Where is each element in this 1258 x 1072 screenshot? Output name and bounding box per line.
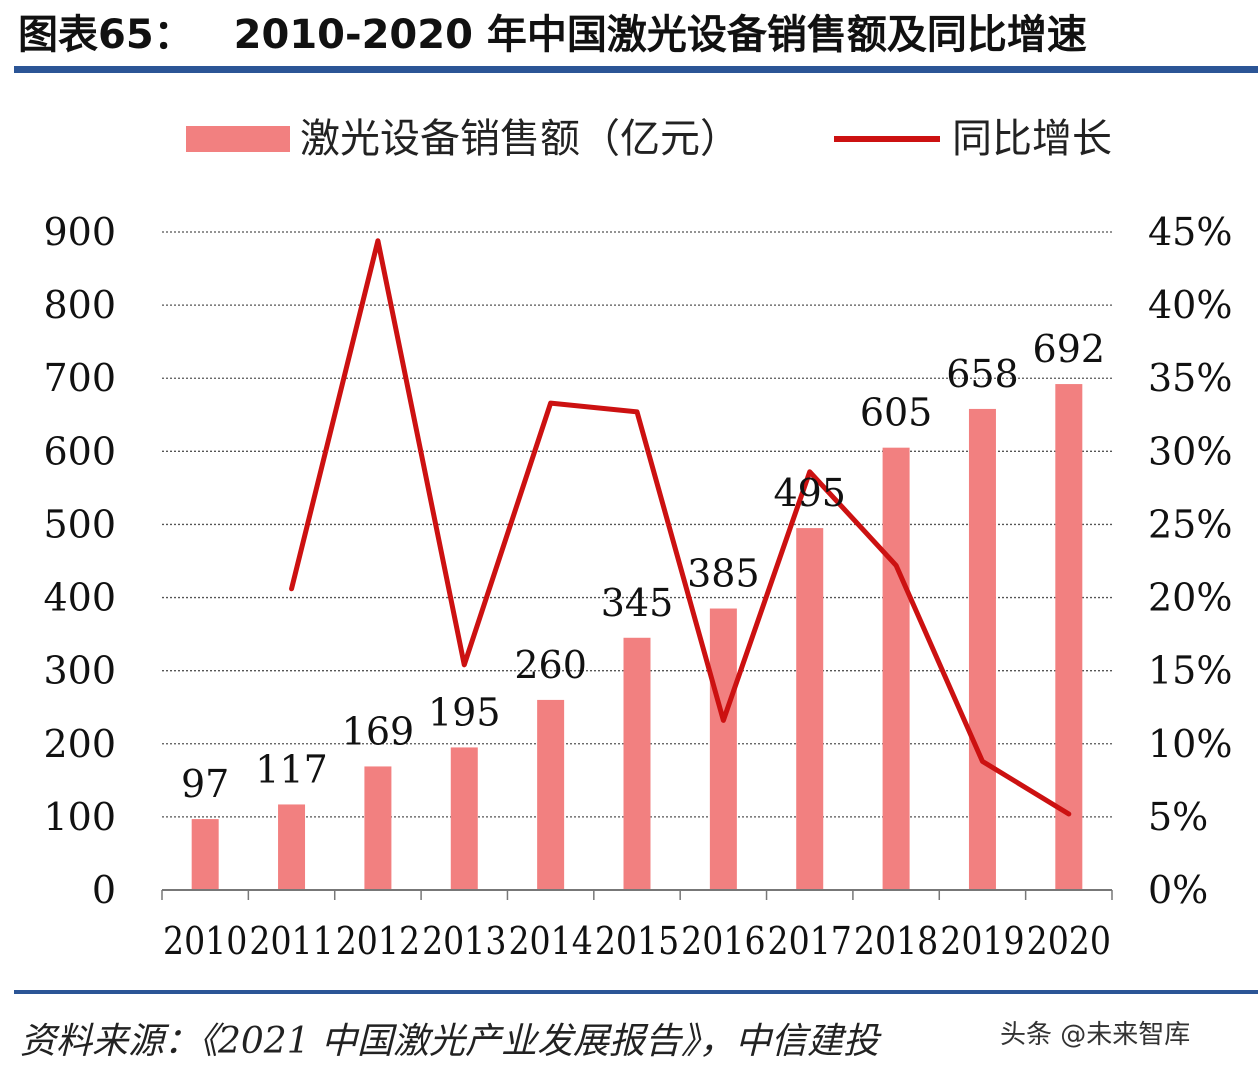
- data-label: 495: [773, 471, 846, 515]
- source-note: 资料来源：《2021 中国激光产业发展报告》，中信建投: [20, 1021, 880, 1062]
- y-left-tick-label: 700: [43, 356, 116, 400]
- bars: [191, 384, 1083, 890]
- x-tick-label: 2020: [1027, 919, 1111, 963]
- y-right-tick-label: 15%: [1148, 649, 1232, 693]
- bar-2010: [191, 819, 219, 890]
- title-rule: [14, 66, 1258, 73]
- bar-2019: [968, 408, 996, 890]
- bar-2011: [278, 804, 306, 890]
- source-rule: [14, 990, 1258, 994]
- data-label: 117: [255, 747, 328, 791]
- data-label: 169: [342, 709, 415, 753]
- data-label: 605: [860, 391, 933, 435]
- x-tick-label: 2011: [249, 919, 333, 963]
- x-tick-label: 2016: [681, 919, 765, 963]
- data-labels: 97 117 169 195 260 345 385 495 605 658 692: [181, 327, 1105, 806]
- data-label: 385: [687, 552, 760, 596]
- y-right-tick-label: 40%: [1148, 283, 1232, 327]
- y-left-tick-label: 300: [43, 649, 116, 693]
- x-tick-label: 2019: [940, 919, 1024, 963]
- data-label: 345: [601, 581, 674, 625]
- legend-bar-swatch: [186, 126, 290, 152]
- legend-bar-label: 激光设备销售额（亿元）: [300, 116, 740, 162]
- x-tick-label: 2018: [854, 919, 938, 963]
- y-right-tick-label: 20%: [1148, 576, 1232, 620]
- legend: 激光设备销售额（亿元） 同比增长: [186, 116, 1112, 162]
- data-label: 195: [428, 690, 501, 734]
- growth-line-path: [289, 238, 1072, 817]
- y-right-tick-label: 5%: [1148, 795, 1208, 839]
- bar-2015: [623, 637, 651, 890]
- watermark: 头条 @未来智库: [1000, 1020, 1191, 1050]
- bar-2012: [364, 766, 392, 890]
- legend-line-label: 同比增长: [952, 116, 1112, 162]
- y-right-tick-label: 0%: [1148, 868, 1208, 912]
- x-tick-label: 2017: [768, 919, 852, 963]
- y-left-tick-label: 600: [43, 429, 116, 473]
- y-left-tick-label: 100: [43, 795, 116, 839]
- bar-2016: [709, 608, 737, 890]
- title-text: 2010-2020 年中国激光设备销售额及同比增速: [233, 12, 1087, 58]
- data-label: 260: [514, 643, 587, 687]
- axes: 0 100 200 300 400 500 600 700 800 900 0% 5% 10% 15% 20…: [43, 210, 1232, 963]
- data-label: 97: [181, 762, 229, 806]
- bar-2014: [537, 699, 565, 890]
- y-left-tick-label: 400: [43, 576, 116, 620]
- y-left-tick-label: 800: [43, 283, 116, 327]
- data-label: 692: [1033, 327, 1106, 371]
- y-right-tick-label: 10%: [1148, 722, 1232, 766]
- x-tick-label: 2012: [336, 919, 420, 963]
- y-left-tick-label: 900: [43, 210, 116, 254]
- figure-label: 图表65：: [18, 12, 194, 58]
- y-right-tick-label: 45%: [1148, 210, 1232, 254]
- bar-2018: [882, 447, 910, 890]
- y-right-tick-label: 35%: [1148, 356, 1232, 400]
- chart: 激光设备销售额（亿元） 同比增长 97 117 169 195 260 345 385 495 6…: [43, 116, 1232, 963]
- x-tick-label: 2015: [595, 919, 679, 963]
- data-label: 658: [946, 352, 1019, 396]
- y-left-tick-label: 200: [43, 722, 116, 766]
- bar-2013: [450, 747, 478, 890]
- x-tick-label: 2014: [508, 919, 592, 963]
- chart-title: 图表65： 2010-2020 年中国激光设备销售额及同比增速: [18, 2, 1087, 60]
- y-left-tick-label: 500: [43, 502, 116, 546]
- x-tick-label: 2010: [163, 919, 247, 963]
- y-left-tick-label: 0: [92, 868, 116, 912]
- y-right-tick-label: 25%: [1148, 502, 1232, 546]
- x-tick-label: 2013: [422, 919, 506, 963]
- growth-line: [289, 238, 1072, 817]
- y-right-tick-label: 30%: [1148, 429, 1232, 473]
- bar-2017: [796, 528, 824, 890]
